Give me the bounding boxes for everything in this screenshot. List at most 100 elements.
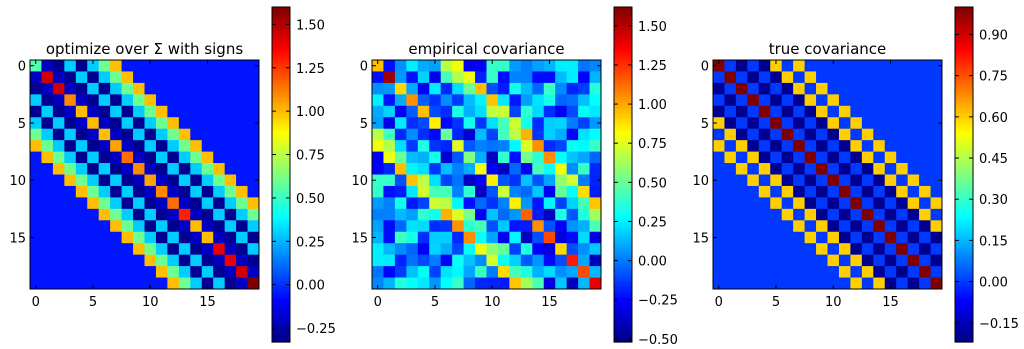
colorbar-tick-label: −0.50: [638, 333, 678, 348]
heatmap-cell: [406, 174, 419, 187]
colorbar-segment: [614, 272, 632, 276]
heatmap-cell: [838, 174, 851, 187]
heatmap-cell: [30, 231, 42, 244]
heatmap-cell: [87, 151, 100, 164]
colorbar-segment: [614, 330, 632, 335]
heatmap-cell: [213, 82, 226, 95]
heatmap-cell: [520, 174, 533, 187]
heatmap-cell: [110, 117, 122, 130]
colorbar-segment: [955, 174, 973, 178]
heatmap-cell: [87, 163, 100, 175]
colorbar-segment: [614, 26, 632, 30]
heatmap-cell: [713, 208, 725, 221]
heatmap-cell: [907, 254, 920, 267]
heatmap-cell: [121, 163, 134, 175]
heatmap-cell: [87, 128, 100, 141]
heatmap-cell: [486, 231, 499, 244]
heatmap-cell: [861, 128, 874, 141]
colorbar-segment: [614, 18, 632, 22]
heatmap-cell: [884, 117, 897, 130]
heatmap-cell: [236, 140, 248, 152]
heatmap-cell: [372, 220, 384, 233]
heatmap-cell: [190, 117, 203, 130]
colorbar-segment: [272, 110, 290, 114]
heatmap-cell: [781, 197, 794, 210]
colorbar-segment: [614, 129, 632, 134]
heatmap-cell: [144, 208, 157, 221]
heatmap-cell: [178, 105, 191, 118]
heatmap-cell: [735, 185, 748, 198]
heatmap-cell: [110, 82, 122, 95]
colorbar-segment: [955, 23, 973, 28]
colorbar-segment: [955, 141, 973, 145]
heatmap-cell: [713, 105, 725, 118]
heatmap-cell: [440, 163, 453, 175]
colorbar-segment: [955, 157, 973, 162]
heatmap-cell: [236, 117, 248, 130]
heatmap-cell: [578, 254, 590, 267]
colorbar-segment: [272, 263, 290, 268]
heatmap-cell: [133, 197, 145, 210]
colorbar-tick-label: 1.00: [296, 105, 325, 120]
heatmap-cell: [497, 231, 510, 244]
colorbar-segment: [955, 325, 973, 329]
colorbar-segment: [955, 29, 973, 33]
heatmap-cell: [724, 128, 737, 141]
heatmap-cell: [247, 163, 260, 175]
y-tick-label: 15: [9, 231, 26, 246]
heatmap-cell: [121, 220, 134, 233]
heatmap-cell: [758, 174, 771, 187]
colorbar-segment: [272, 308, 290, 312]
heatmap-cell: [930, 277, 943, 290]
colorbar-segment: [614, 328, 632, 332]
heatmap-cell: [383, 185, 396, 198]
heatmap-cell: [167, 174, 180, 187]
heatmap-cell: [224, 185, 237, 198]
heatmap-cell: [804, 151, 817, 164]
heatmap-cell: [578, 185, 590, 198]
heatmap-cell: [75, 105, 88, 118]
colorbar-segment: [614, 110, 632, 114]
colorbar-segment: [272, 40, 290, 44]
heatmap-cell: [919, 94, 931, 107]
heatmap-cell: [555, 197, 568, 210]
colorbar-segment: [614, 258, 632, 262]
heatmap-cell: [509, 105, 522, 118]
heatmap-cell: [566, 208, 579, 221]
heatmap-cell: [144, 220, 157, 233]
heatmap-cell: [884, 82, 897, 95]
heatmap-cell: [781, 208, 794, 221]
heatmap-cell: [236, 94, 248, 107]
colorbar-segment: [272, 62, 290, 67]
heatmap-cell: [735, 151, 748, 164]
heatmap-cell: [543, 163, 556, 175]
heatmap-cell: [121, 266, 134, 278]
colorbar-segment: [614, 29, 632, 33]
heatmap-cell: [75, 231, 88, 244]
colorbar-segment: [272, 135, 290, 139]
heatmap-cell: [98, 174, 111, 187]
colorbar-frame: [613, 6, 633, 343]
heatmap-cell: [827, 220, 840, 233]
heatmap-cell: [509, 117, 522, 130]
heatmap-cell: [167, 71, 180, 84]
heatmap-cell: [578, 151, 590, 164]
heatmap-cell: [52, 94, 65, 107]
heatmap-cell: [713, 277, 725, 290]
heatmap-cell: [919, 151, 931, 164]
colorbar-segment: [614, 196, 632, 201]
heatmap-cell: [110, 277, 122, 290]
colorbar-segment: [272, 199, 290, 204]
heatmap-cell: [896, 151, 909, 164]
colorbar-segment: [272, 249, 290, 254]
heatmap-cell: [747, 60, 760, 72]
heatmap-cell: [452, 231, 464, 244]
heatmap-cell: [110, 151, 122, 164]
heatmap-cell: [224, 220, 237, 233]
heatmap-cell: [589, 197, 602, 210]
colorbar-segment: [955, 82, 973, 86]
heatmap-cell: [907, 185, 920, 198]
heatmap-cell: [429, 105, 442, 118]
heatmap-cell: [919, 105, 931, 118]
colorbar-segment: [614, 185, 632, 190]
